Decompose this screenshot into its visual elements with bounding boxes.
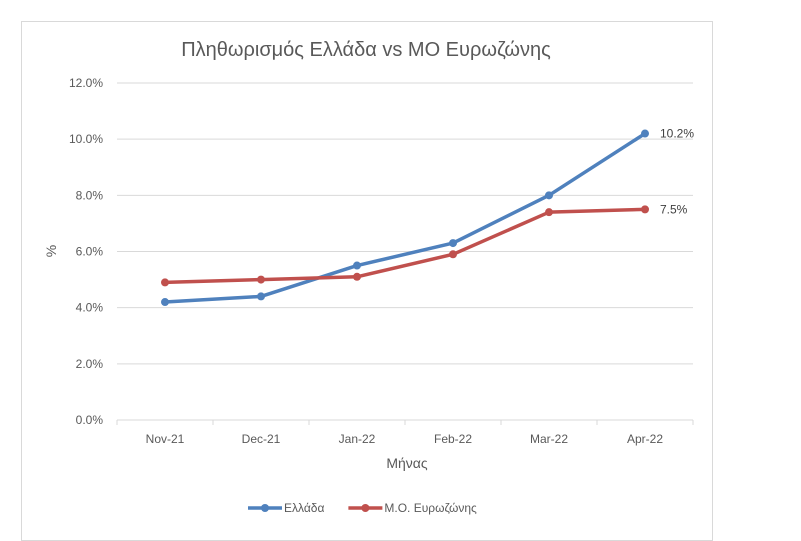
x-tick-label: Feb-22 [434,432,472,446]
chart-frame [21,21,713,541]
data-point [257,292,265,301]
data-point [641,129,649,138]
data-point [161,278,169,287]
x-axis-title: Μήνας [386,455,428,471]
series-line [163,207,647,285]
y-axis-ticks: 0.0% 2.0% 4.0% 6.0% 8.0% 10.0% 12.0% [69,76,103,427]
series-group: 10.2% 7.5% [161,127,694,307]
data-point [545,208,553,217]
y-axis-title: % [43,245,59,257]
chart-title: Πληθωρισμός Ελλάδα vs ΜΟ Ευρωζώνης [181,39,551,61]
data-point [449,250,457,259]
data-point [545,191,553,200]
data-label: 7.5% [660,202,688,216]
y-tick-label: 8.0% [76,188,104,202]
legend-marker [261,504,269,512]
y-tick-label: 4.0% [76,301,104,315]
x-tick-label: Mar-22 [530,432,568,446]
data-point [449,239,457,248]
legend-item-2: Μ.Ο. Ευρωζώνης [348,501,477,515]
series-2: 7.5% [161,202,688,287]
data-point [161,298,169,307]
x-tick-label: Jan-22 [339,432,376,446]
data-point [257,275,265,284]
data-point [353,261,361,270]
legend-marker [361,504,370,512]
y-tick-label: 12.0% [69,76,103,90]
y-tick-label: 2.0% [76,357,104,371]
series-line [163,131,647,304]
legend-label: Μ.Ο. Ευρωζώνης [384,501,477,515]
data-label: 10.2% [660,127,694,141]
series-1: 10.2% [161,127,694,307]
data-point [353,272,361,281]
gridlines [117,82,693,365]
x-tick-label: Dec-21 [242,432,281,446]
y-tick-label: 10.0% [69,132,103,146]
x-tick-label: Nov-21 [146,432,185,446]
data-point [641,205,649,214]
legend: Ελλάδα Μ.Ο. Ευρωζώνης [248,501,477,515]
x-axis-ticks: Nov-21 Dec-21 Jan-22 Feb-22 Mar-22 Apr-22 [116,420,694,446]
legend-label: Ελλάδα [284,501,324,515]
legend-item-1: Ελλάδα [248,501,324,515]
y-tick-label: 0.0% [76,413,104,427]
x-tick-label: Apr-22 [627,432,663,446]
y-tick-label: 6.0% [76,245,104,259]
